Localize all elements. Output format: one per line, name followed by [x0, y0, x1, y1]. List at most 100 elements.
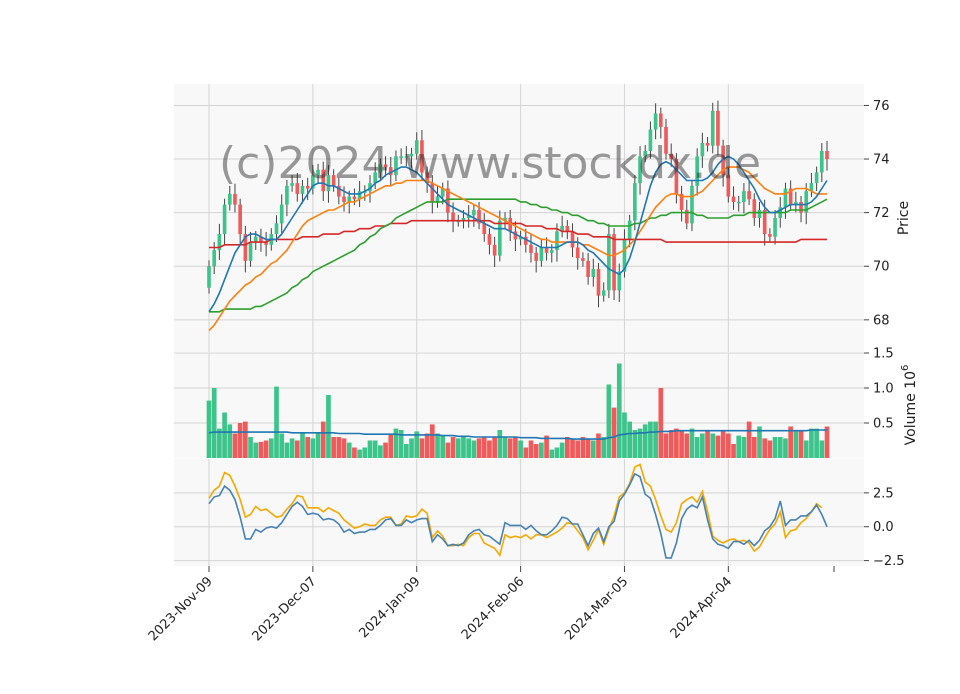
- volume-bar: [404, 444, 409, 458]
- oscillator-line-1: [208, 463, 823, 557]
- candle-body: [716, 110, 720, 146]
- volume-bar: [798, 430, 804, 458]
- volume-bar: [378, 445, 383, 458]
- volume-bar: [590, 440, 596, 458]
- candle-body: [212, 250, 217, 267]
- volume-bar: [611, 407, 617, 458]
- volume-bar: [450, 437, 456, 458]
- volume-bar: [814, 428, 819, 458]
- candle-body: [466, 215, 471, 218]
- candle-body: [342, 196, 346, 202]
- volume-bar: [409, 438, 414, 458]
- candle-body: [331, 175, 336, 186]
- volume-bar: [575, 440, 581, 458]
- candle-body: [264, 242, 268, 245]
- candle-body: [617, 271, 622, 291]
- candle-body: [259, 236, 263, 243]
- volume-bar: [424, 433, 430, 458]
- candle-body: [498, 220, 502, 256]
- candle-body: [404, 156, 409, 158]
- candle-body: [721, 145, 725, 176]
- volume-bar: [372, 440, 378, 458]
- candle-body: [788, 188, 793, 205]
- volume-bar: [300, 433, 305, 458]
- volume-bar: [746, 421, 752, 458]
- volume-bar: [248, 437, 253, 458]
- volume-bar: [367, 440, 373, 458]
- volume-bar: [559, 442, 565, 458]
- candle-body: [461, 218, 466, 221]
- volume-bar: [596, 433, 601, 458]
- candle-body: [451, 212, 455, 221]
- candle-body: [643, 151, 648, 157]
- candle-body: [591, 268, 596, 277]
- candle-body: [736, 201, 741, 204]
- volume-bar: [466, 438, 472, 458]
- candle-body: [601, 290, 606, 296]
- ma-fast-line: [208, 155, 828, 313]
- volume-bar: [487, 440, 492, 458]
- oscillator-panel: −2.5 0.0 2.5: [174, 459, 905, 569]
- candle-body: [248, 242, 253, 261]
- candle-body: [446, 188, 450, 213]
- candle-body: [399, 156, 403, 158]
- volume-axis-tick-label: 0.5: [873, 417, 894, 432]
- x-tick-label: 2024-Feb-06: [459, 574, 528, 643]
- volume-bar: [518, 440, 523, 458]
- candle-body: [290, 183, 294, 186]
- volume-bar: [263, 440, 269, 458]
- candle-body: [633, 183, 637, 221]
- volume-bar: [476, 438, 482, 458]
- volume-bar: [679, 430, 684, 458]
- candle-body: [794, 201, 798, 205]
- oscillator-axis-tick-label: 2.5: [873, 486, 894, 501]
- price-axis-tick-label: 68: [873, 313, 890, 328]
- x-tick-label: 2024-Jan-09: [357, 574, 424, 641]
- volume-bar: [274, 386, 279, 458]
- candle-body: [549, 250, 554, 253]
- candle-body: [684, 209, 689, 224]
- volume-bar: [284, 442, 290, 458]
- volume-bar: [383, 442, 388, 458]
- volume-bar: [315, 433, 321, 458]
- candle-body: [279, 204, 284, 224]
- candle-body: [472, 209, 476, 216]
- candle-body: [814, 172, 819, 184]
- volume-bar: [783, 438, 788, 458]
- candle-body: [731, 196, 736, 202]
- candle-body: [373, 172, 378, 184]
- volume-bar: [341, 438, 347, 458]
- volume-panel: 0.5 1.0 1.5: [174, 347, 894, 458]
- x-tick-label: 2024-Apr-04: [668, 574, 735, 641]
- volume-bar: [725, 433, 731, 458]
- candle-body: [607, 234, 611, 291]
- candle-body: [207, 266, 211, 288]
- ma-long-line: [209, 219, 827, 249]
- volume-bar: [243, 421, 248, 458]
- volume-bar: [492, 437, 497, 458]
- candle-body: [690, 185, 694, 224]
- volume-bar: [502, 437, 508, 458]
- candle-body: [368, 183, 372, 192]
- candle-body: [513, 231, 518, 240]
- candle-body: [394, 156, 398, 176]
- volume-axis-label-exponent: 6: [900, 365, 911, 371]
- candle-body: [347, 196, 352, 202]
- volume-axis-tick-label: 1.0: [873, 382, 894, 397]
- oscillator-line-2: [208, 472, 828, 559]
- volume-bar: [419, 438, 425, 458]
- volume-bar: [720, 430, 726, 458]
- candle-body: [233, 193, 237, 205]
- volume-bar: [206, 400, 212, 458]
- price-axis-tick-label: 72: [873, 206, 890, 221]
- candle-body: [337, 185, 341, 197]
- volume-bar: [237, 423, 243, 458]
- candle-body: [752, 199, 757, 218]
- volume-bar: [809, 428, 814, 458]
- volume-bar: [352, 447, 357, 458]
- candle-body: [757, 209, 762, 218]
- volume-bar: [694, 437, 700, 458]
- volume-bar: [305, 437, 311, 458]
- volume-bar: [632, 430, 638, 458]
